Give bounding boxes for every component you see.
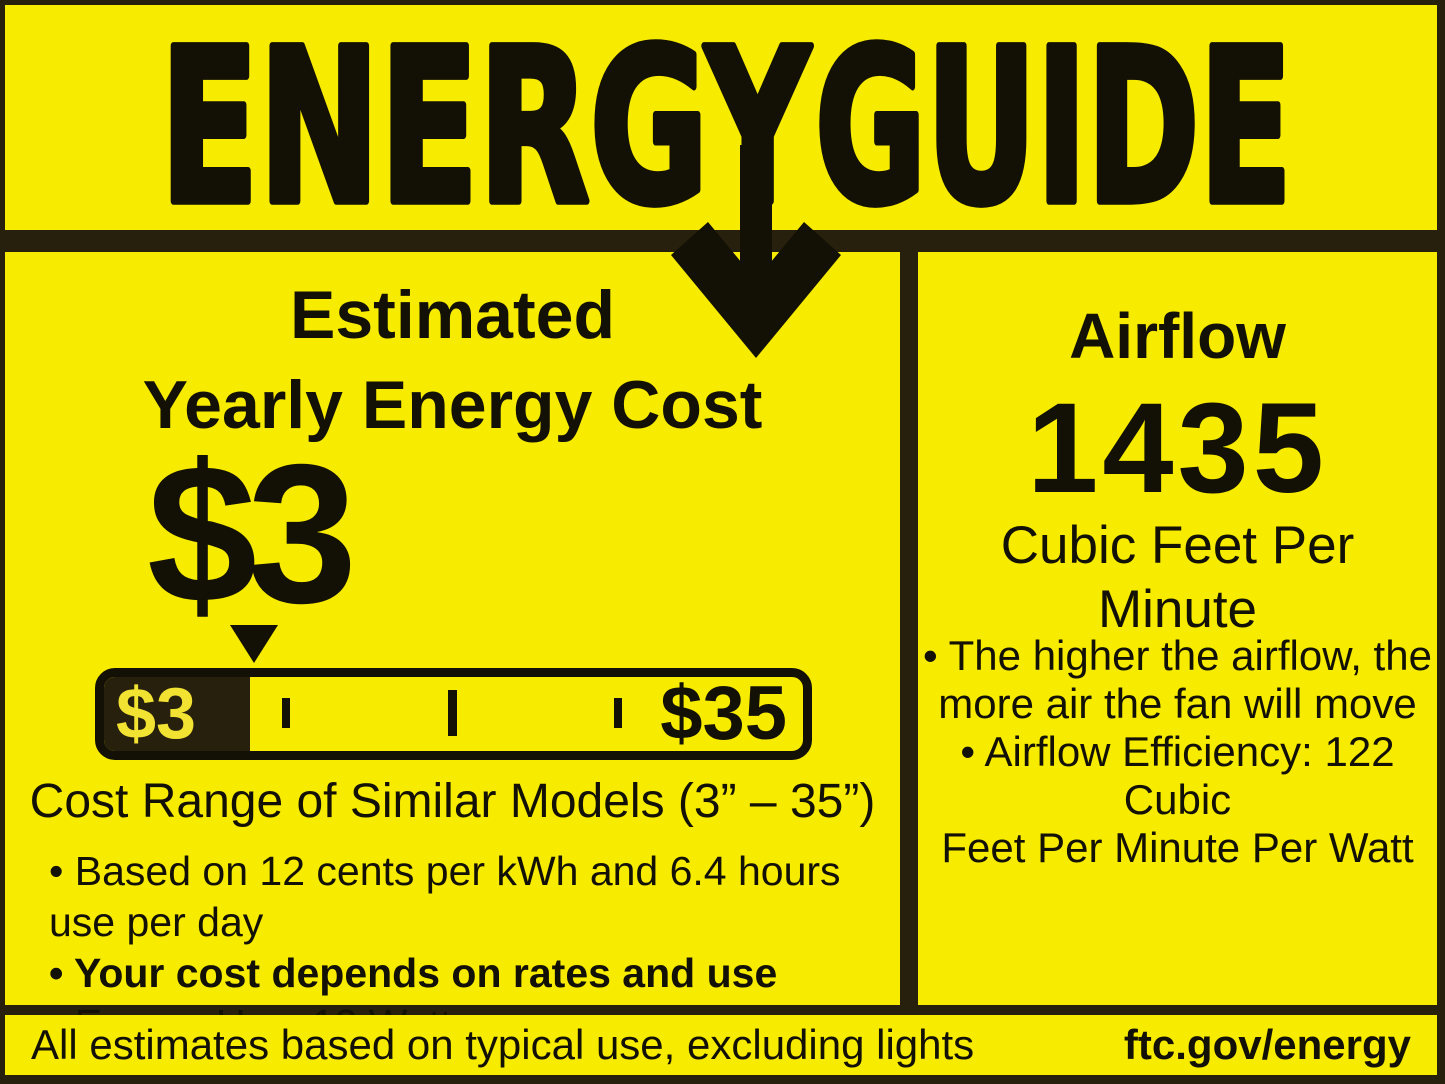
range-tick (614, 698, 622, 728)
cost-range-bar: $3 $35 (95, 668, 812, 760)
airflow-value: 1435 (1027, 377, 1328, 520)
logo-guide-text: GUIDE (815, 5, 1292, 230)
airflow-unit: Cubic Feet Per Minute (1000, 516, 1355, 639)
heading-line2: Yearly Energy Cost (142, 367, 763, 443)
logo-energy-text: ENERGY (160, 5, 812, 230)
range-low-label: $3 (116, 674, 197, 754)
airflow-notes-list: The higher the airflow, the more air the… (918, 632, 1437, 872)
energy-cost-heading: Estimated Yearly Energy Cost (5, 270, 900, 450)
cost-note-depends: Your cost depends on rates and use (49, 948, 900, 999)
cost-range-caption: Cost Range of Similar Models (3” – 35”) (29, 775, 876, 828)
energyguide-logo: ENERGY GUIDE (157, 5, 1295, 230)
ftc-gov-url: ftc.gov/energy (1123, 1021, 1411, 1068)
yearly-cost-value: $3 (147, 423, 357, 644)
airflow-heading: Airflow (1069, 300, 1286, 372)
airflow-efficiency-line: Feet Per Minute Per Watt (941, 824, 1414, 871)
heading-line1: Estimated (290, 277, 615, 353)
cost-note-rate-basis: Based on 12 cents per kWh and 6.4 hours … (49, 846, 900, 948)
down-arrow-icon (671, 145, 841, 358)
range-high-label: $35 (660, 671, 787, 756)
airflow-note-line: more air the fan will move (938, 680, 1417, 727)
range-tick (282, 698, 290, 728)
cost-pointer-triangle-icon (230, 625, 278, 663)
range-tick-middle (448, 690, 457, 736)
cost-range-fill: $3 (104, 677, 250, 751)
energy-cost-panel: Estimated Yearly Energy Cost $3 $3 $35 C… (5, 252, 900, 1047)
airflow-panel: Airflow 1435 Cubic Feet Per Minute The h… (918, 252, 1437, 1005)
header-band: ENERGY GUIDE (5, 5, 1437, 230)
airflow-efficiency-line: Airflow Efficiency: 122 Cubic (918, 728, 1437, 824)
footer-disclaimer: All estimates based on typical use, excl… (31, 1021, 975, 1068)
footer-band: All estimates based on typical use, excl… (5, 1015, 1437, 1075)
airflow-note-line: The higher the airflow, the (918, 632, 1437, 680)
